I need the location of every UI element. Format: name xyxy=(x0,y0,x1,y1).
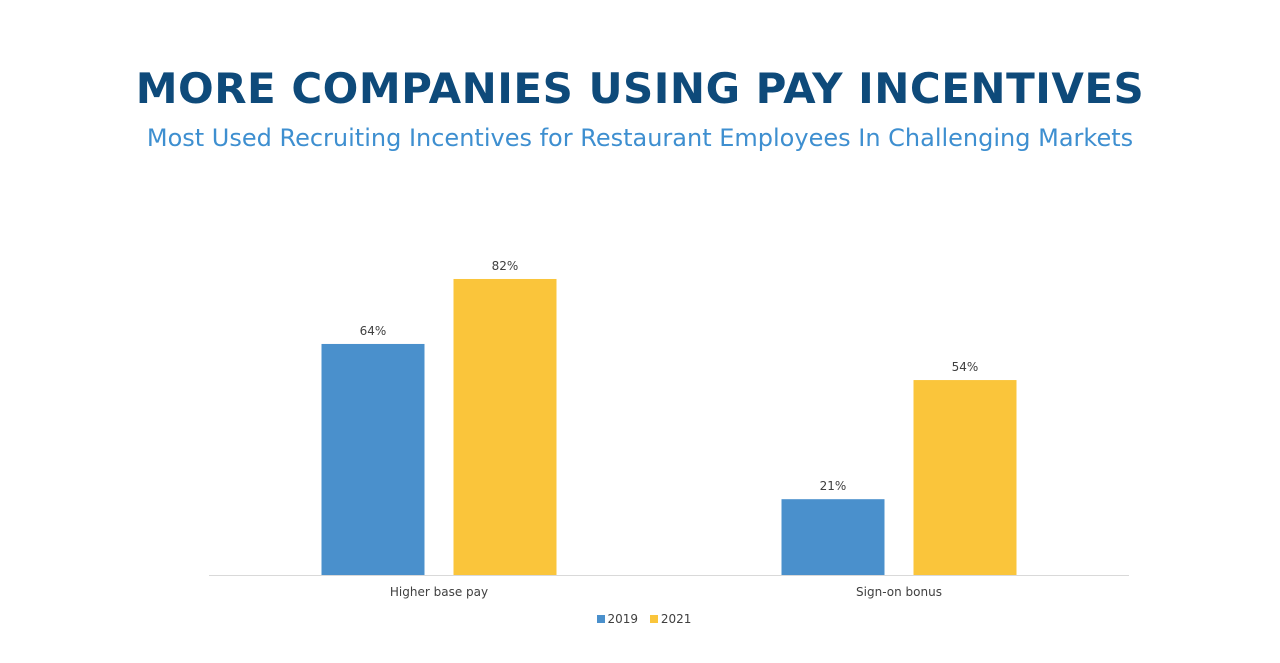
legend-label-2021: 2021 xyxy=(660,612,692,626)
legend-label-2019: 2019 xyxy=(607,612,639,626)
legend-swatch-2019 xyxy=(596,615,605,623)
data-label: 64% xyxy=(360,324,387,338)
bar-2021-0 xyxy=(453,278,557,575)
chart-title: MORE COMPANIES USING PAY INCENTIVES xyxy=(135,64,1145,113)
data-label: 21% xyxy=(820,479,847,493)
legend: 2019 2021 xyxy=(0,612,1280,626)
legend-swatch-2021 xyxy=(649,615,658,623)
bar-2019-1 xyxy=(781,499,885,575)
data-label: 82% xyxy=(492,259,519,273)
x-tick-label: Sign-on bonus xyxy=(856,585,942,599)
bar-2021-1 xyxy=(913,380,1017,575)
bar-2019-0 xyxy=(321,343,425,575)
data-label: 54% xyxy=(952,360,979,374)
x-tick-label: Higher base pay xyxy=(390,585,488,599)
chart-subtitle: Most Used Recruiting Incentives for Rest… xyxy=(146,124,1134,152)
